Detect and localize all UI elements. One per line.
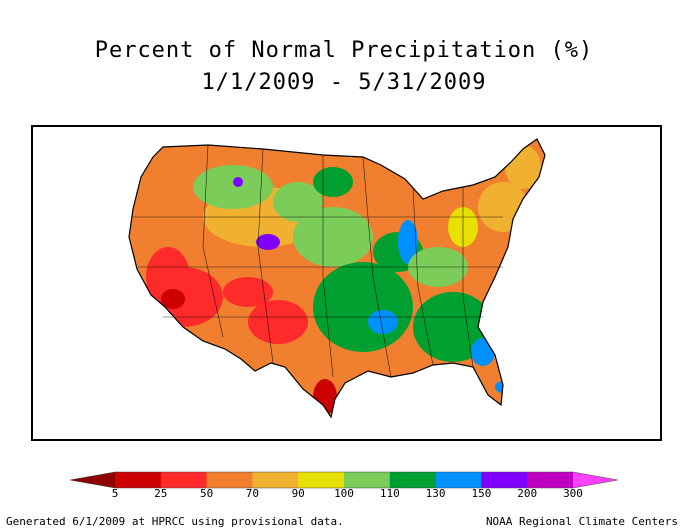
us-outline	[128, 138, 546, 419]
precipitation-map	[31, 125, 662, 441]
legend-swatch	[344, 472, 391, 488]
legend-swatch	[115, 472, 162, 488]
color-legend	[69, 471, 619, 489]
legend-tick-label: 25	[154, 487, 168, 500]
precipitation-fill	[129, 139, 545, 417]
legend-swatch	[206, 472, 253, 488]
footer-generated-note: Generated 6/1/2009 at HPRCC using provis…	[6, 515, 344, 528]
legend-tick-label: 130	[425, 487, 446, 500]
legend-swatch-high	[573, 472, 618, 488]
legend-swatch	[481, 472, 528, 488]
state-borders	[133, 144, 503, 378]
legend-swatch	[160, 472, 208, 488]
legend-tick-label: 150	[471, 487, 492, 500]
footer-source: NOAA Regional Climate Centers	[485, 515, 678, 528]
legend-swatch	[252, 472, 299, 488]
legend-tick-label: 200	[517, 487, 538, 500]
legend-tick-label: 70	[245, 487, 260, 500]
legend-swatch	[298, 472, 345, 488]
legend-tick-label: 50	[199, 487, 214, 500]
map-title: Percent of Normal Precipitation (%)	[94, 38, 594, 63]
legend-swatch	[389, 472, 437, 488]
legend-swatch	[527, 472, 574, 488]
legend-tick-label: 110	[379, 487, 400, 500]
map-date-range: 1/1/2009 - 5/31/2009	[201, 70, 487, 95]
legend-tick-label: 100	[334, 487, 354, 500]
legend-tick-label: 300	[563, 487, 583, 500]
legend-swatch-low	[70, 472, 115, 488]
legend-tick-label: 90	[291, 487, 305, 500]
legend-tick-label: 5	[111, 487, 119, 500]
legend-swatch	[435, 472, 482, 488]
